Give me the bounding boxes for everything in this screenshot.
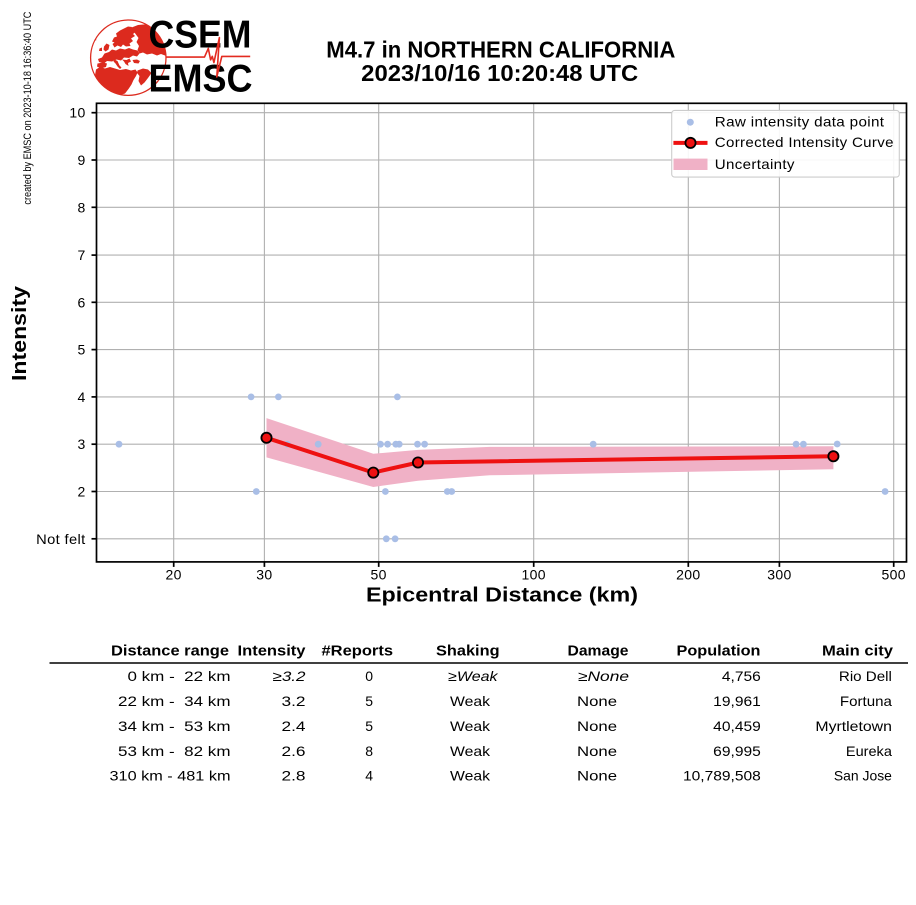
svg-text:Shaking: Shaking [436, 644, 500, 660]
svg-text:2.8: 2.8 [282, 768, 306, 784]
svg-text:200: 200 [676, 567, 700, 583]
svg-text:≥3.2: ≥3.2 [273, 668, 306, 684]
svg-text:Myrtletown: Myrtletown [815, 718, 892, 734]
svg-text:300: 300 [767, 567, 791, 583]
svg-text:≥None: ≥None [578, 668, 629, 684]
svg-text:≥Weak: ≥Weak [448, 668, 499, 684]
svg-text:CSEM: CSEM [149, 14, 252, 57]
svg-text:2023/10/16 10:20:48 UTC: 2023/10/16 10:20:48 UTC [361, 60, 638, 86]
svg-text:2.4: 2.4 [282, 718, 306, 734]
svg-text:Weak: Weak [450, 743, 491, 759]
svg-text:0: 0 [365, 668, 373, 684]
svg-text:Raw intensity data point: Raw intensity data point [715, 113, 885, 129]
svg-text:2.6: 2.6 [282, 743, 306, 759]
svg-text:7: 7 [77, 247, 85, 263]
svg-text:5: 5 [365, 718, 373, 734]
svg-text:40,459: 40,459 [713, 718, 761, 734]
svg-text:100: 100 [521, 567, 545, 583]
svg-text:10,789,508: 10,789,508 [683, 768, 761, 784]
svg-text:Damage: Damage [568, 644, 629, 660]
svg-text:4,756: 4,756 [722, 668, 761, 684]
svg-text:Weak: Weak [450, 768, 491, 784]
svg-text:Intensity: Intensity [238, 644, 306, 660]
svg-text:Epicentral Distance (km): Epicentral Distance (km) [366, 585, 638, 607]
svg-text:Eureka: Eureka [846, 743, 892, 759]
svg-text:30: 30 [256, 567, 272, 583]
svg-text:0 km - 22 km: 0 km - 22 km [128, 668, 231, 684]
svg-text:Intensity: Intensity [9, 285, 31, 381]
svg-text:8: 8 [365, 743, 373, 759]
svg-text:Weak: Weak [450, 718, 491, 734]
svg-text:Corrected Intensity Curve: Corrected Intensity Curve [715, 134, 894, 150]
svg-text:2: 2 [77, 484, 85, 500]
svg-text:9: 9 [77, 152, 85, 168]
svg-text:5: 5 [365, 693, 373, 709]
svg-text:4: 4 [365, 768, 373, 784]
svg-text:Uncertainty: Uncertainty [715, 156, 795, 172]
svg-text:None: None [577, 693, 617, 709]
svg-text:10: 10 [69, 105, 85, 121]
svg-text:Population: Population [677, 644, 761, 660]
svg-text:None: None [577, 718, 617, 734]
svg-text:EMSC: EMSC [149, 58, 253, 101]
svg-text:19,961: 19,961 [713, 693, 761, 709]
svg-text:20: 20 [166, 567, 182, 583]
svg-text:Fortuna: Fortuna [840, 693, 892, 709]
svg-text:None: None [577, 768, 617, 784]
svg-text:Weak: Weak [450, 693, 491, 709]
svg-text:5: 5 [77, 342, 85, 358]
svg-text:M4.7 in NORTHERN CALIFORNIA: M4.7 in NORTHERN CALIFORNIA [326, 36, 675, 62]
svg-text:4: 4 [77, 389, 85, 405]
svg-text:Not felt: Not felt [36, 531, 86, 547]
svg-text:6: 6 [77, 294, 85, 310]
svg-text:53 km - 82 km: 53 km - 82 km [118, 743, 231, 759]
svg-text:8: 8 [77, 199, 85, 215]
svg-text:3: 3 [77, 436, 85, 452]
svg-text:22 km - 34 km: 22 km - 34 km [118, 693, 231, 709]
svg-text:Distance range: Distance range [111, 644, 229, 660]
svg-text:Rio Dell: Rio Dell [839, 668, 892, 684]
svg-text:500: 500 [881, 567, 905, 583]
svg-text:#Reports: #Reports [322, 644, 394, 660]
svg-text:50: 50 [371, 567, 387, 583]
svg-text:None: None [577, 743, 617, 759]
svg-text:34 km - 53 km: 34 km - 53 km [118, 718, 231, 734]
svg-text:310 km - 481 km: 310 km - 481 km [110, 768, 231, 784]
svg-text:created by EMSC on 2023-10-18: created by EMSC on 2023-10-18 16:36:40 U… [22, 12, 34, 205]
svg-text:San Jose: San Jose [834, 768, 892, 784]
svg-text:Main city: Main city [822, 644, 893, 660]
svg-text:3.2: 3.2 [282, 693, 306, 709]
svg-text:69,995: 69,995 [713, 743, 761, 759]
